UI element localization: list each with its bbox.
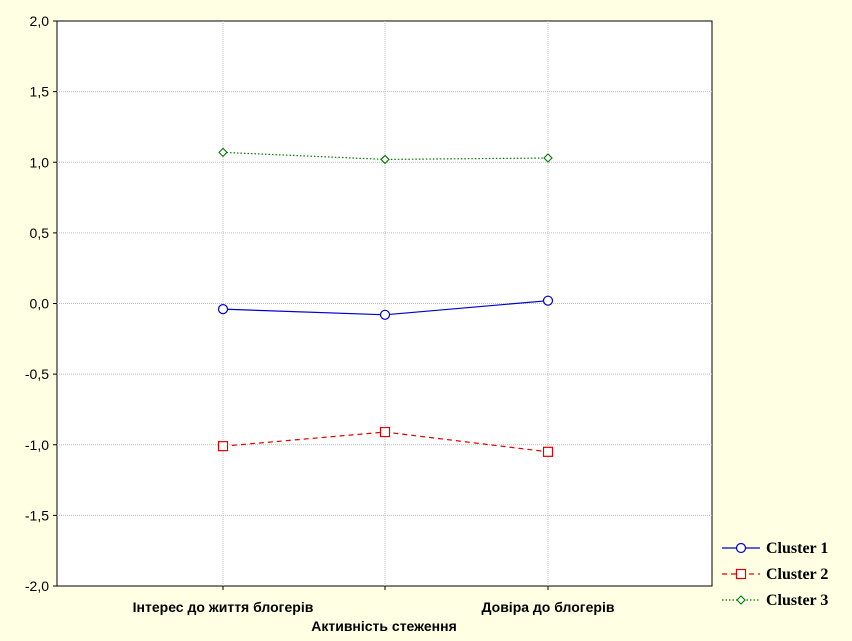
legend: Cluster 1 Cluster 2 Cluster 3 (722, 540, 828, 609)
y-tick-label: 1,5 (30, 84, 50, 100)
y-tick-label: -1,0 (25, 437, 49, 453)
data-point (217, 304, 229, 315)
legend-marker (735, 568, 747, 580)
x-tick-label: Інтерес до життя блогерів (133, 599, 314, 615)
data-point (542, 295, 554, 306)
legend-item-cluster-2: Cluster 2 (722, 566, 828, 583)
series-2 (217, 426, 554, 457)
x-axis-title: Активність стеження (311, 618, 457, 634)
y-tick-label: 2,0 (30, 13, 50, 29)
data-point (542, 446, 554, 457)
y-tick-label: -1,5 (25, 507, 49, 523)
legend-label: Cluster 2 (766, 566, 828, 583)
series-1 (217, 295, 554, 320)
x-tick-label: Довіра до блогерів (482, 599, 615, 615)
legend-marker (735, 542, 747, 554)
y-tick-label: 0,5 (30, 225, 50, 241)
data-point (543, 153, 553, 163)
x-axis: Інтерес до життя блогерів Довіра до блоге… (133, 586, 615, 615)
data-point (380, 154, 390, 165)
y-tick-label: 1,0 (30, 154, 50, 170)
y-tick-label: -0,5 (25, 366, 49, 382)
data-point (379, 309, 391, 320)
legend-item-cluster-1: Cluster 1 (722, 540, 828, 557)
series-group (217, 147, 554, 457)
data-point (379, 426, 391, 438)
y-tick-label: -2,0 (25, 578, 49, 594)
y-tick-label: 0,0 (30, 296, 50, 312)
legend-label: Cluster 3 (766, 592, 828, 609)
legend-label: Cluster 1 (766, 540, 828, 557)
data-point (217, 441, 229, 452)
legend-marker (736, 595, 746, 605)
legend-item-cluster-3: Cluster 3 (722, 592, 828, 609)
data-point (218, 147, 228, 158)
y-axis: 2,0 1,5 1,0 0,5 0,0 -0,5 -1,0 -1,5 -2,0 (25, 13, 57, 594)
series-3 (218, 147, 553, 165)
